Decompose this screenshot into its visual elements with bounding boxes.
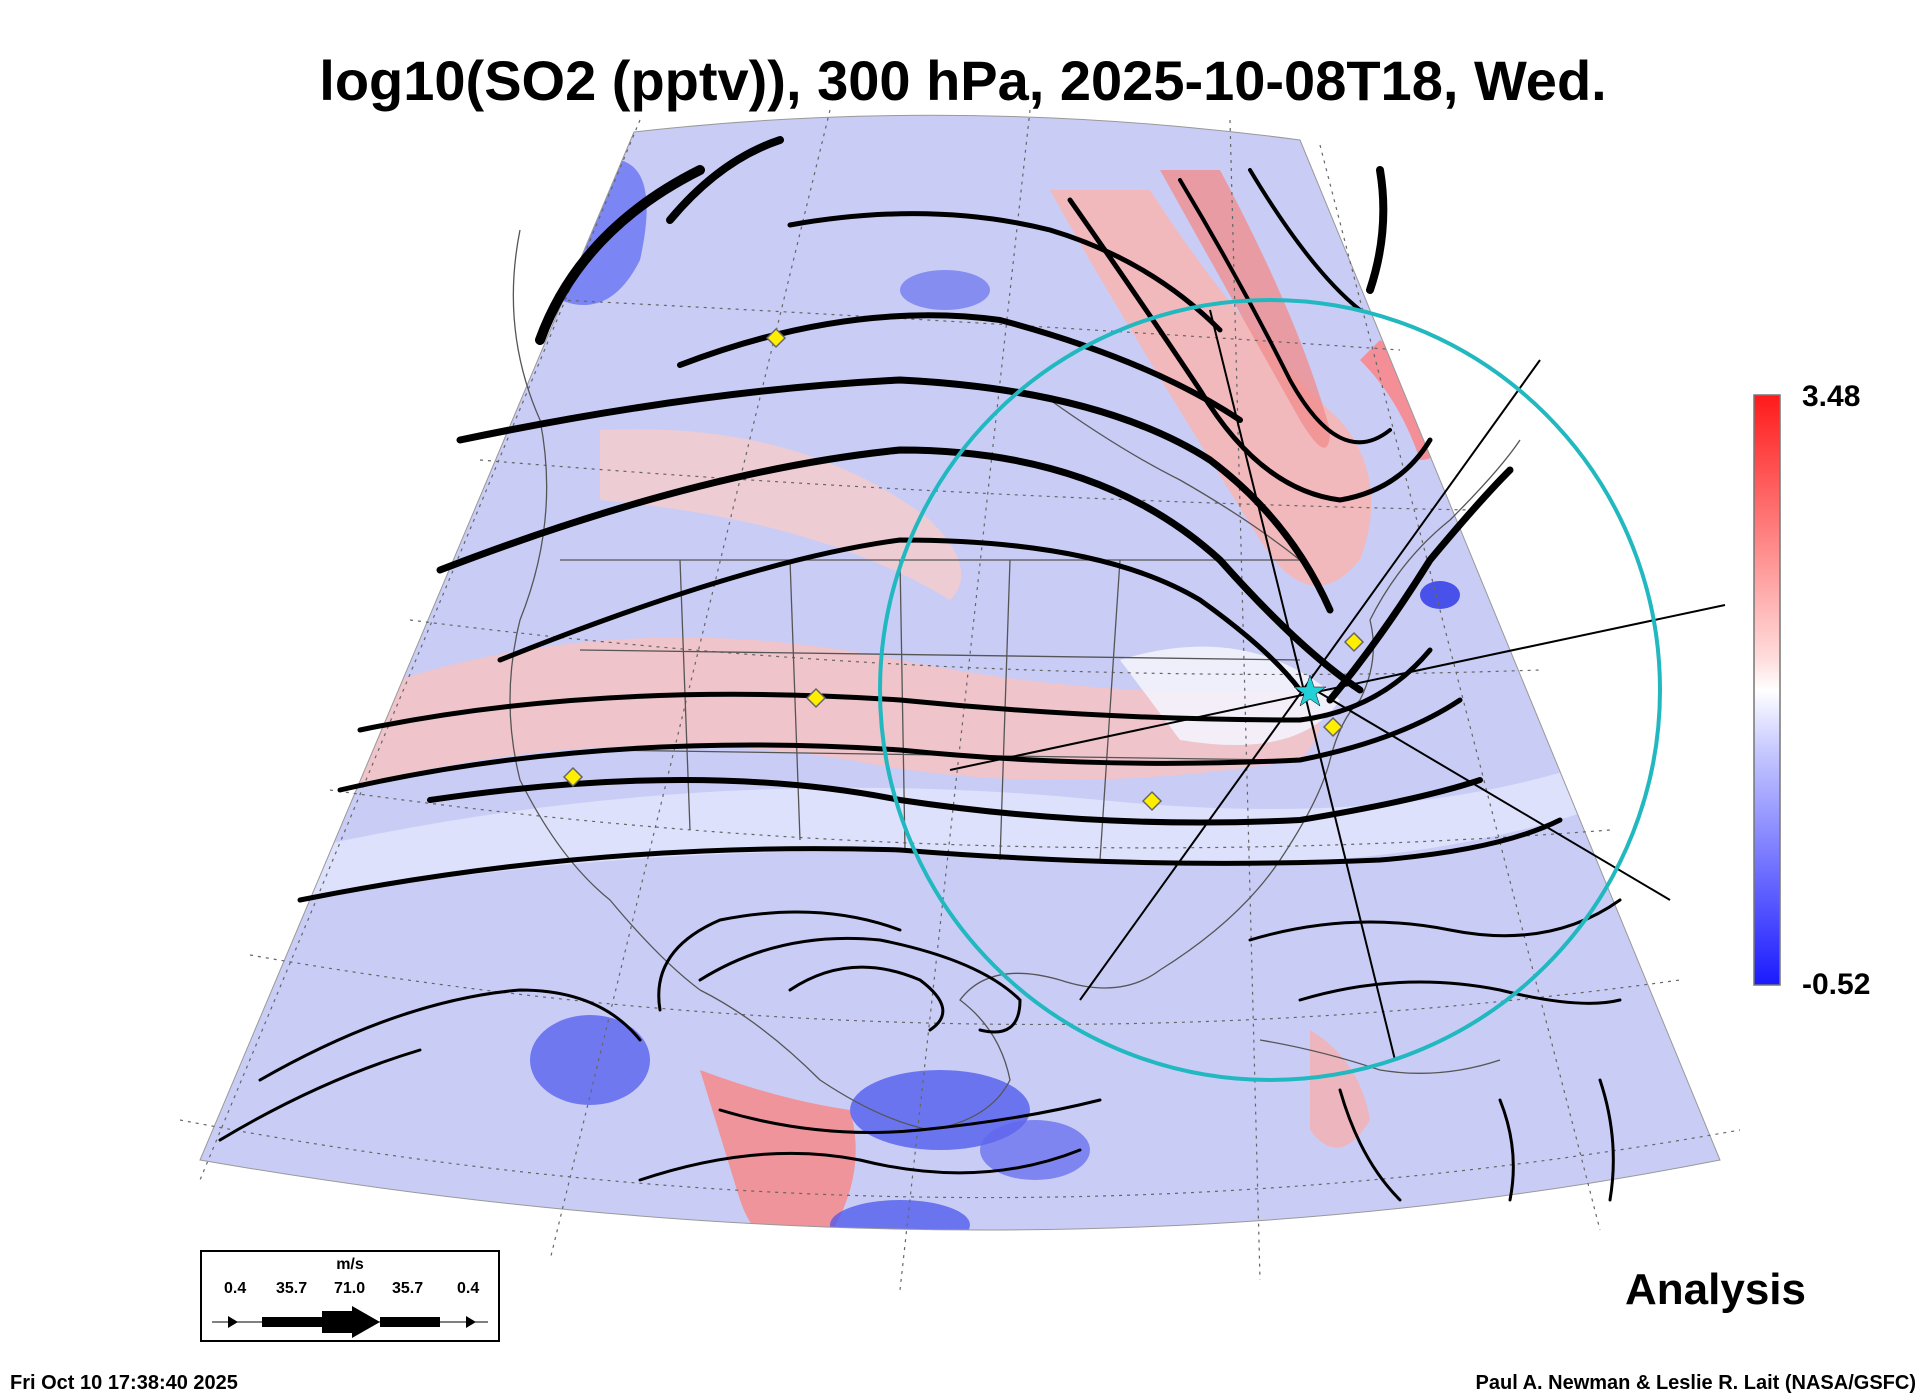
wind-legend-tick: 35.7 bbox=[392, 1280, 424, 1297]
wind-legend-tick: 71.0 bbox=[334, 1280, 366, 1297]
site-marker-diamond bbox=[765, 327, 787, 349]
wind-legend: m/s 0.4 35.7 71.0 35.7 0.4 bbox=[200, 1250, 500, 1342]
target-ring bbox=[878, 298, 1662, 1082]
wind-legend-arrows bbox=[212, 1306, 488, 1338]
wind-legend-unit: m/s bbox=[336, 1256, 364, 1273]
site-marker-diamond bbox=[1322, 716, 1344, 738]
colorbar-min-label: -0.52 bbox=[1802, 968, 1871, 1001]
wind-legend-tick: 0.4 bbox=[457, 1280, 480, 1297]
colorbar-max-label: 3.48 bbox=[1802, 380, 1861, 413]
map-title: log10(SO2 (pptv)), 300 hPa, 2025-10-08T1… bbox=[319, 49, 1607, 112]
site-marker-diamond bbox=[562, 766, 584, 788]
footer-credit: Paul A. Newman & Leslie R. Lait (NASA/GS… bbox=[1475, 1372, 1916, 1394]
colorbar bbox=[1753, 394, 1781, 986]
analysis-label: Analysis bbox=[1625, 1265, 1806, 1314]
site-marker-diamond bbox=[1141, 790, 1163, 812]
footer-timestamp: Fri Oct 10 17:38:40 2025 bbox=[10, 1372, 238, 1394]
site-markers bbox=[562, 327, 1365, 812]
center-star-icon bbox=[1293, 674, 1327, 707]
site-marker-diamond bbox=[805, 687, 827, 709]
site-marker-diamond bbox=[1343, 631, 1365, 653]
wind-legend-tick: 0.4 bbox=[224, 1280, 247, 1297]
wind-legend-tick: 35.7 bbox=[276, 1280, 308, 1297]
